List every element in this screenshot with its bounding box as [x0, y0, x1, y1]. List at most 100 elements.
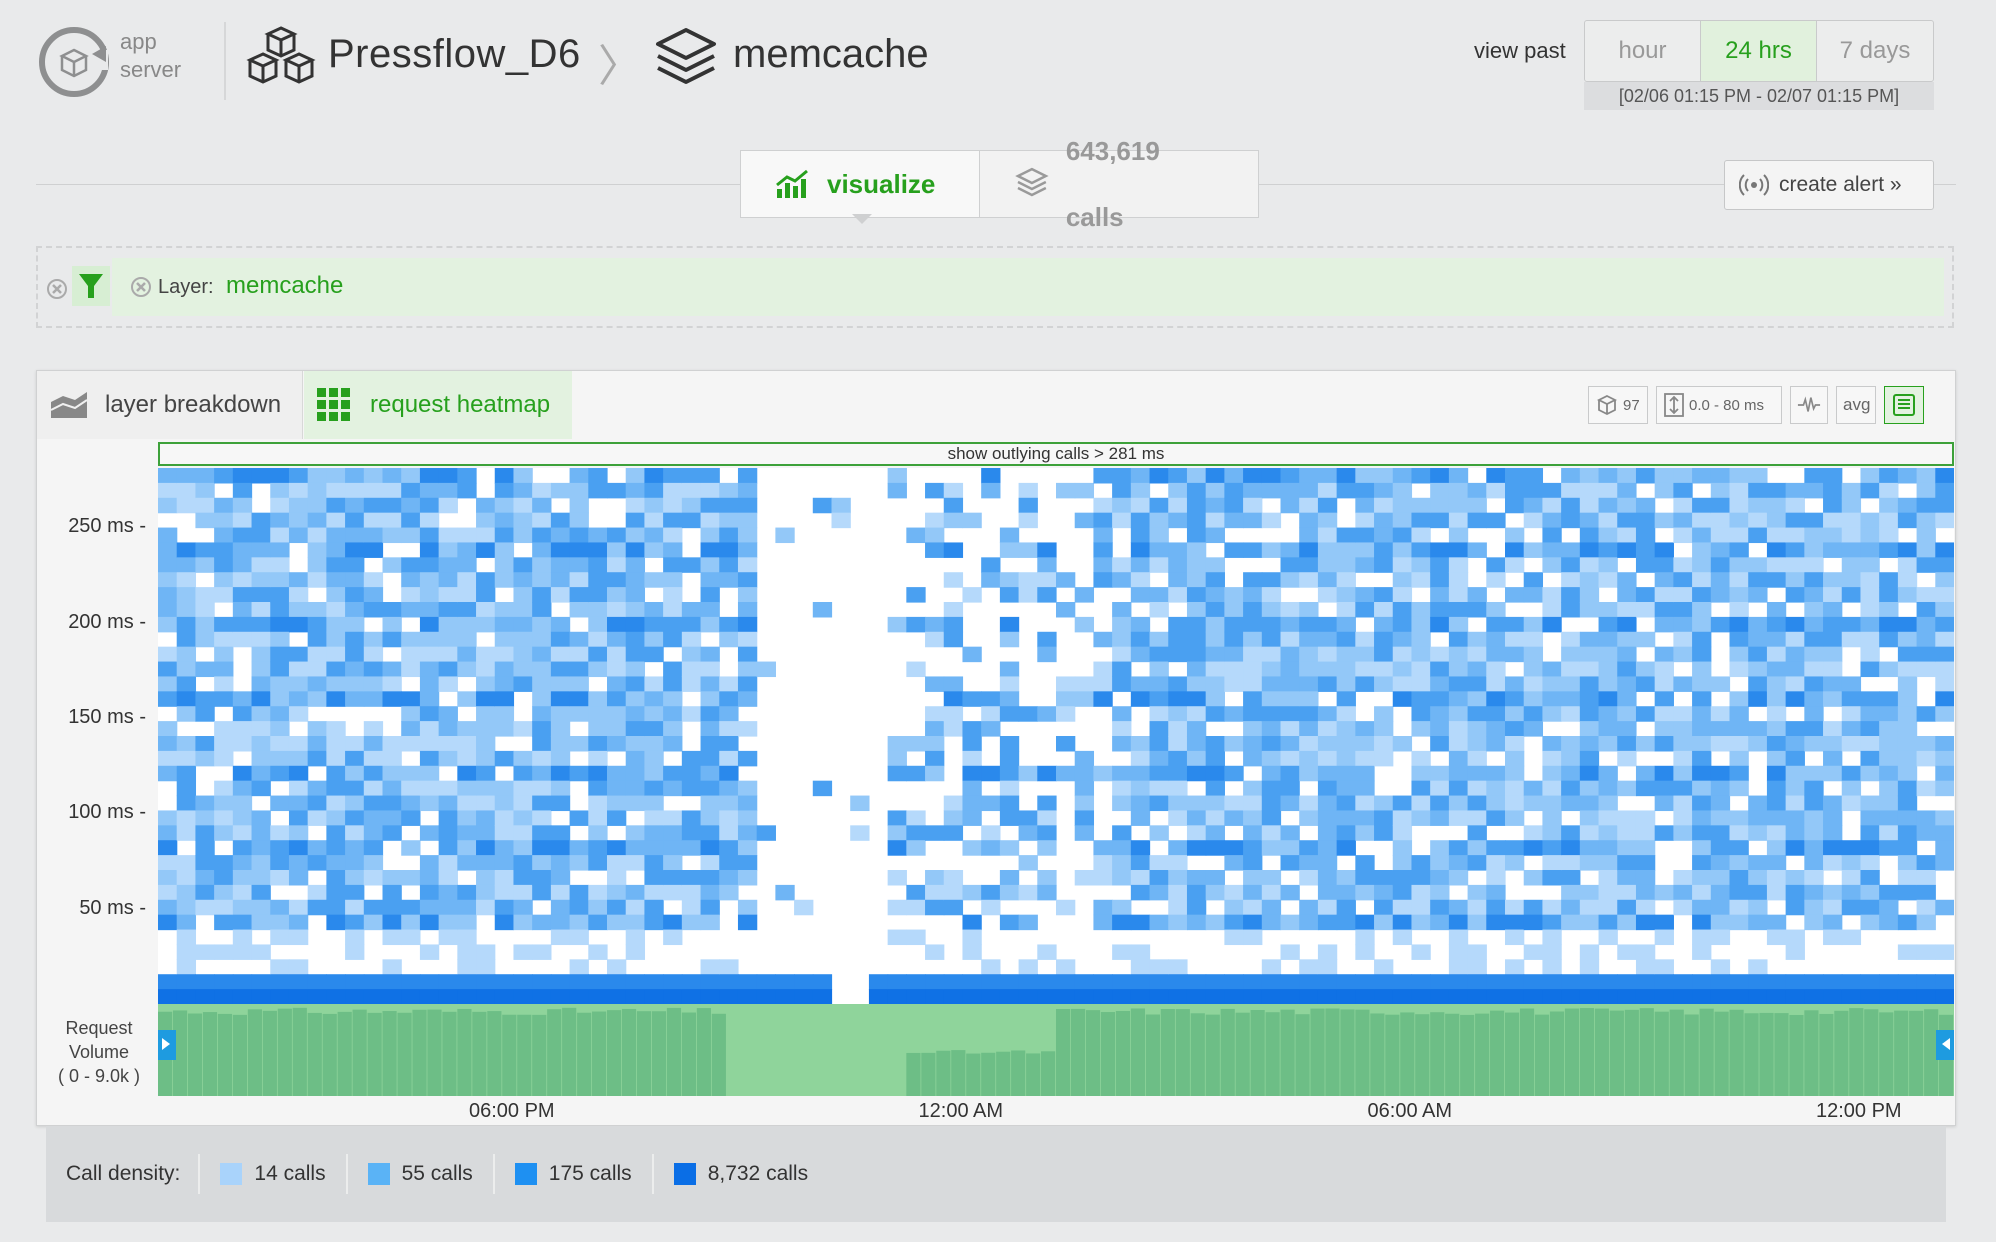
heatmap-cell: [625, 482, 646, 499]
heatmap-cell: [1692, 825, 1712, 841]
heatmap-cell: [1617, 914, 1637, 931]
heatmap-cell: [588, 780, 608, 797]
heatmap-cell: [1243, 750, 1263, 767]
tab-request-heatmap[interactable]: request heatmap: [304, 371, 572, 439]
heatmap-cell: [1897, 512, 1918, 529]
range-24hrs-button[interactable]: 24 hrs: [1701, 21, 1817, 81]
heatmap-cell: [1841, 974, 1862, 990]
heatmap-cell: [1916, 825, 1936, 841]
tab-visualize[interactable]: visualize: [741, 151, 980, 217]
heatmap-cell: [1748, 974, 1768, 990]
heatmap-cell: [195, 468, 215, 484]
heatmap-cell: [419, 914, 440, 931]
heatmap-cell: [494, 616, 515, 633]
heatmap-cell: [232, 944, 253, 960]
remove-layer-filter-icon[interactable]: [130, 276, 152, 298]
hosts-filter-button[interactable]: 97: [1588, 386, 1648, 424]
clear-filters-icon[interactable]: [46, 278, 68, 300]
range-end-handle[interactable]: [1936, 1030, 1954, 1060]
heatmap-cell: [999, 765, 1020, 782]
heatmap-cell: [438, 602, 458, 618]
heatmap-cell: [850, 795, 870, 812]
heatmap-cell: [1411, 557, 1431, 573]
heatmap-cell: [1374, 884, 1394, 901]
breadcrumb-layer[interactable]: memcache: [733, 32, 929, 76]
latency-range-button[interactable]: 0.0 - 80 ms: [1656, 386, 1782, 424]
heatmap-cell: [1579, 884, 1600, 901]
heatmap-cell: [1897, 855, 1918, 871]
heatmap-cell: [401, 482, 421, 499]
legend-toggle-button[interactable]: [1884, 386, 1924, 424]
heatmap-cell: [532, 750, 552, 767]
range-7days-button[interactable]: 7 days: [1839, 37, 1911, 64]
breadcrumb-app[interactable]: Pressflow_D6: [328, 32, 581, 76]
avg-button[interactable]: avg: [1836, 386, 1876, 424]
hosts-count: 97: [1623, 396, 1640, 414]
heatmap-cell: [1056, 676, 1076, 692]
date-range-label: [02/06 01:15 PM - 02/07 01:15 PM]: [1584, 82, 1934, 110]
request-heatmap[interactable]: [158, 468, 1954, 1004]
heatmap-cell: [1355, 780, 1375, 797]
show-outlying-calls-bar[interactable]: show outlying calls > 281 ms: [158, 442, 1954, 466]
tab-layer-breakdown[interactable]: layer breakdown: [37, 371, 303, 439]
volume-bar: [1744, 1013, 1759, 1096]
heatmap-cell: [887, 765, 907, 782]
heatmap-cell: [513, 631, 533, 648]
heatmap-cell: [1392, 557, 1413, 573]
range-hour-button[interactable]: hour: [1585, 21, 1701, 81]
heatmap-cell: [1486, 989, 1506, 1004]
heatmap-cell: [158, 736, 178, 752]
tab-calls[interactable]: 643,619 calls: [980, 136, 1258, 232]
create-alert-button[interactable]: create alert »: [1724, 160, 1934, 210]
heatmap-cell: [1579, 840, 1600, 856]
tab-request-heatmap-label: request heatmap: [370, 391, 551, 418]
heatmap-cell: [550, 661, 571, 678]
heatmap-cell: [663, 929, 683, 946]
heatmap-cell: [457, 795, 477, 812]
range-start-handle[interactable]: [158, 1030, 176, 1060]
filter-layer-value[interactable]: memcache: [226, 272, 344, 299]
heatmap-cell: [700, 497, 720, 514]
heatmap-cell: [1692, 527, 1712, 544]
heatmap-cell: [1673, 631, 1693, 648]
pulse-button[interactable]: [1790, 386, 1828, 424]
heatmap-cell: [1243, 542, 1263, 558]
heatmap-cell: [476, 602, 496, 618]
heatmap-cell: [1542, 706, 1562, 722]
heatmap-cell: [232, 974, 253, 990]
heatmap-cell: [326, 676, 346, 692]
heatmap-cell: [1766, 527, 1787, 544]
heatmap-cell: [363, 825, 384, 841]
heatmap-cell: [1411, 676, 1431, 692]
heatmap-cell: [232, 542, 253, 558]
heatmap-cell: [1374, 602, 1394, 618]
request-volume-chart[interactable]: [158, 1004, 1954, 1096]
heatmap-cell: [1561, 542, 1581, 558]
heatmap-cell: [1897, 676, 1918, 692]
heatmap-cell: [1542, 750, 1562, 767]
heatmap-cell: [1430, 884, 1450, 901]
heatmap-cell: [1130, 795, 1151, 812]
heatmap-cell: [1261, 512, 1282, 529]
heatmap-cell: [1467, 706, 1487, 722]
heatmap-cell: [756, 661, 776, 678]
heatmap-cell: [307, 974, 327, 990]
heatmap-cell: [1598, 557, 1618, 573]
heatmap-cell: [1692, 542, 1712, 558]
heatmap-cell: [1205, 587, 1225, 603]
filter-toggle[interactable]: [72, 266, 110, 306]
heatmap-cell: [999, 795, 1020, 812]
heatmap-cell: [1130, 542, 1151, 558]
heatmap-cell: [1729, 736, 1749, 752]
heatmap-cell: [532, 616, 552, 633]
heatmap-cell: [176, 914, 197, 931]
heatmap-cell: [644, 899, 664, 916]
heatmap-cell: [532, 512, 552, 529]
heatmap-cell: [232, 497, 253, 514]
heatmap-cell: [1168, 736, 1188, 752]
heatmap-cell: [1654, 825, 1674, 841]
heatmap-cell: [1411, 870, 1431, 886]
heatmap-cell: [569, 497, 589, 514]
heatmap-cell: [588, 631, 608, 648]
heatmap-cell: [588, 840, 608, 856]
